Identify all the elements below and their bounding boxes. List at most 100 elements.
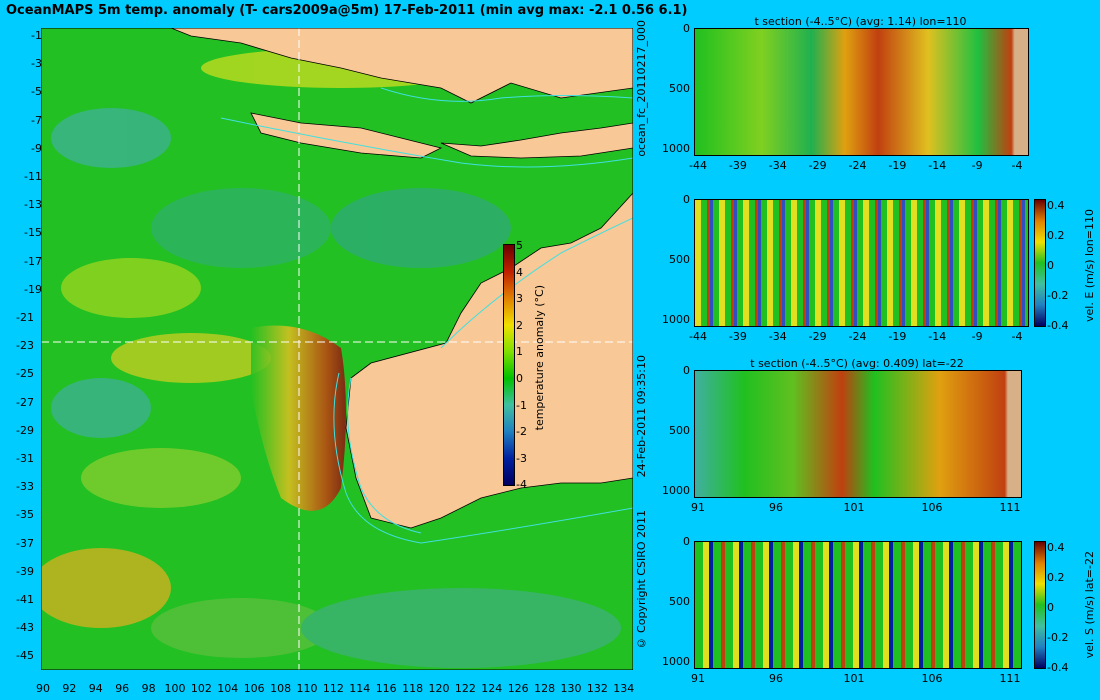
lon-tick: 112	[322, 682, 344, 695]
panel-depth-tick: 0	[683, 22, 690, 35]
panel-x-tick: -44	[689, 159, 707, 172]
panel-depth-tick: 500	[669, 253, 690, 266]
lon-tick: 104	[217, 682, 239, 695]
colorbar-tick: 3	[516, 292, 523, 306]
lon-tick: 118	[402, 682, 424, 695]
velocity-colorbar-tick: -0.2	[1047, 289, 1069, 302]
panel-x-tick: 111	[999, 672, 1021, 685]
velocity-colorbar-tick: -0.4	[1047, 661, 1069, 674]
section-panel-2	[694, 199, 1029, 327]
lon-tick: 92	[62, 682, 77, 695]
velocity-colorbar-tick: -0.2	[1047, 631, 1069, 644]
velocity-colorbar-tick: 0.2	[1047, 229, 1065, 242]
colorbar-tick: 1	[516, 345, 523, 359]
lat-tick: -7	[31, 113, 42, 127]
panel-x-tick: -9	[971, 330, 983, 343]
panel-x-tick: -34	[768, 159, 787, 172]
velocity-colorbar-label: vel. S (m/s) lat=-22	[1083, 551, 1096, 659]
shelf-contour	[347, 377, 422, 534]
panel-x-tick: -4	[1011, 159, 1023, 172]
section-panel-3	[694, 370, 1022, 498]
panel-depth-tick: 0	[683, 535, 690, 548]
section-panel-title: t section (-4..5°C) (avg: 0.409) lat=-22	[750, 357, 964, 370]
lon-tick: 126	[507, 682, 529, 695]
lon-tick: 90	[36, 682, 50, 695]
temperature-colorbar	[503, 244, 515, 486]
velocity-colorbar-tick: -0.4	[1047, 319, 1069, 332]
velocity-colorbar	[1034, 541, 1046, 669]
panel-x-tick: -4	[1011, 330, 1023, 343]
panel-x-tick: -19	[888, 159, 907, 172]
velocity-colorbar-label: vel. E (m/s) lon=110	[1083, 209, 1096, 322]
colorbar-tick: 5	[516, 239, 523, 252]
panel-depth-tick: 500	[669, 424, 690, 437]
panel-x-tick: -14	[928, 330, 947, 343]
panel-depth-tick: 1000	[662, 313, 690, 326]
lat-tick: -21	[16, 311, 34, 324]
lat-tick: -39	[16, 564, 34, 578]
panel-x-tick: 96	[769, 501, 783, 514]
lat-tick: -5	[31, 85, 42, 99]
lat-tick: -29	[16, 423, 34, 437]
lon-tick: 100	[164, 682, 186, 695]
colorbar-tick: 4	[516, 265, 523, 279]
lat-tick: -41	[16, 593, 34, 606]
panel-x-tick: -29	[808, 159, 827, 172]
map-title: OceanMAPS 5m temp. anomaly (T- cars2009a…	[6, 3, 688, 18]
panel-x-tick: -24	[848, 330, 867, 343]
australia-land	[345, 192, 633, 529]
panel-x-tick: 91	[691, 501, 705, 514]
velocity-colorbar-tick: 0	[1047, 601, 1054, 614]
panel-depth-tick: 500	[669, 595, 690, 608]
panel-x-tick: -24	[848, 159, 867, 172]
panel-x-tick: 106	[921, 501, 943, 514]
lat-tick: -15	[24, 226, 42, 240]
lat-tick: -9	[31, 141, 42, 155]
lon-tick: 106	[243, 682, 265, 695]
panel-depth-tick: 1000	[662, 484, 690, 497]
lat-tick: -35	[16, 508, 34, 522]
panel-x-tick: 101	[843, 501, 865, 514]
lat-tick: -25	[16, 367, 34, 381]
lat-tick: -37	[16, 536, 34, 550]
panel-depth-tick: 0	[683, 364, 690, 377]
timestamp-label: 24-Feb-2011 09:35:10	[635, 355, 648, 478]
lon-tick: 94	[88, 682, 103, 695]
forecast-id-label: ocean_fc_20110217_000	[635, 20, 648, 157]
colorbar-label: temperature anomaly (°C)	[533, 285, 546, 431]
lat-tick: -19	[24, 282, 42, 296]
section-panel-1	[694, 28, 1029, 156]
panel-x-tick: -39	[728, 159, 747, 172]
lon-tick: 120	[428, 682, 450, 695]
lat-tick: -17	[24, 254, 42, 268]
lon-tick: 96	[115, 682, 130, 695]
lon-tick: 98	[141, 682, 156, 695]
panel-depth-tick: 500	[669, 82, 690, 95]
panel-depth-tick: 1000	[662, 142, 690, 155]
lat-tick: -31	[16, 452, 34, 465]
panel-x-tick: -44	[689, 330, 707, 343]
panel-x-tick: 106	[921, 672, 943, 685]
lat-tick: -3	[31, 57, 42, 71]
colorbar-tick: -3	[516, 451, 527, 465]
lesser-sunda-land	[440, 122, 633, 159]
velocity-colorbar-tick: 0.4	[1047, 541, 1065, 554]
section-panel-title: t section (-4..5°C) (avg: 1.14) lon=110	[754, 15, 967, 28]
lon-tick: 132	[586, 682, 608, 695]
velocity-colorbar-tick: 0.2	[1047, 571, 1065, 584]
panel-x-tick: 91	[691, 672, 705, 685]
lat-tick: -43	[16, 621, 34, 635]
lat-tick: -45	[16, 649, 34, 663]
lon-tick: 130	[560, 682, 582, 695]
lat-tick: -23	[16, 339, 34, 353]
panel-x-tick: 111	[999, 501, 1021, 514]
lon-tick: 134	[613, 682, 635, 695]
lon-tick: 110	[296, 682, 318, 695]
panel-depth-tick: 0	[683, 193, 690, 206]
velocity-colorbar	[1034, 199, 1046, 327]
lat-tick: -27	[16, 395, 34, 409]
lon-tick: 122	[454, 682, 476, 695]
colorbar-tick: -2	[516, 425, 527, 439]
lon-tick: 116	[375, 682, 397, 695]
lat-tick: -11	[24, 170, 42, 183]
